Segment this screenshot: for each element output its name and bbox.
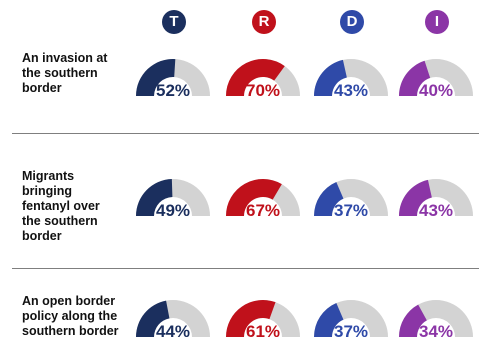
gauge-fill-t — [136, 179, 173, 216]
gauge-value-label: 70% — [246, 81, 280, 100]
badge-i: I — [425, 10, 449, 34]
gauge-fill-i — [399, 304, 427, 337]
gauge-value-label: 61% — [246, 322, 280, 341]
gauge-value-label: 49% — [156, 201, 190, 220]
row-divider — [12, 133, 479, 134]
gauge-fill-r — [226, 300, 276, 337]
gauge-fill-r — [226, 179, 282, 216]
gauge-value-label: 43% — [419, 201, 453, 220]
gauge-fill-d — [314, 303, 344, 337]
gauge-value-label: 43% — [334, 81, 368, 100]
gauge-value-label: 40% — [419, 81, 453, 100]
badge-t: T — [162, 10, 186, 34]
row-label-open-border: An open border policy along the southern… — [22, 294, 119, 338]
gauge-value-label: 34% — [419, 322, 453, 341]
gauge-fill-d — [314, 59, 347, 96]
gauge-fill-r — [226, 58, 285, 96]
gauge-fill-i — [399, 179, 432, 216]
row-divider — [12, 268, 479, 269]
row-label-invasion: An invasion at the southern border — [22, 51, 108, 95]
gauge-fill-i — [399, 60, 431, 96]
gauge-value-label: 67% — [246, 201, 280, 220]
gauge-fill-t — [136, 59, 176, 96]
badge-r: R — [252, 10, 276, 34]
gauge-value-label: 52% — [156, 81, 190, 100]
gauge-value-label: 37% — [334, 322, 368, 341]
gauge-value-label: 44% — [156, 322, 190, 341]
badge-d: D — [340, 10, 364, 34]
gauge-fill-t — [136, 300, 170, 337]
row-label-fentanyl: Migrants bringing fentanyl over the sout… — [22, 169, 100, 243]
gauge-value-label: 37% — [334, 201, 368, 220]
gauge-fill-d — [314, 182, 344, 216]
